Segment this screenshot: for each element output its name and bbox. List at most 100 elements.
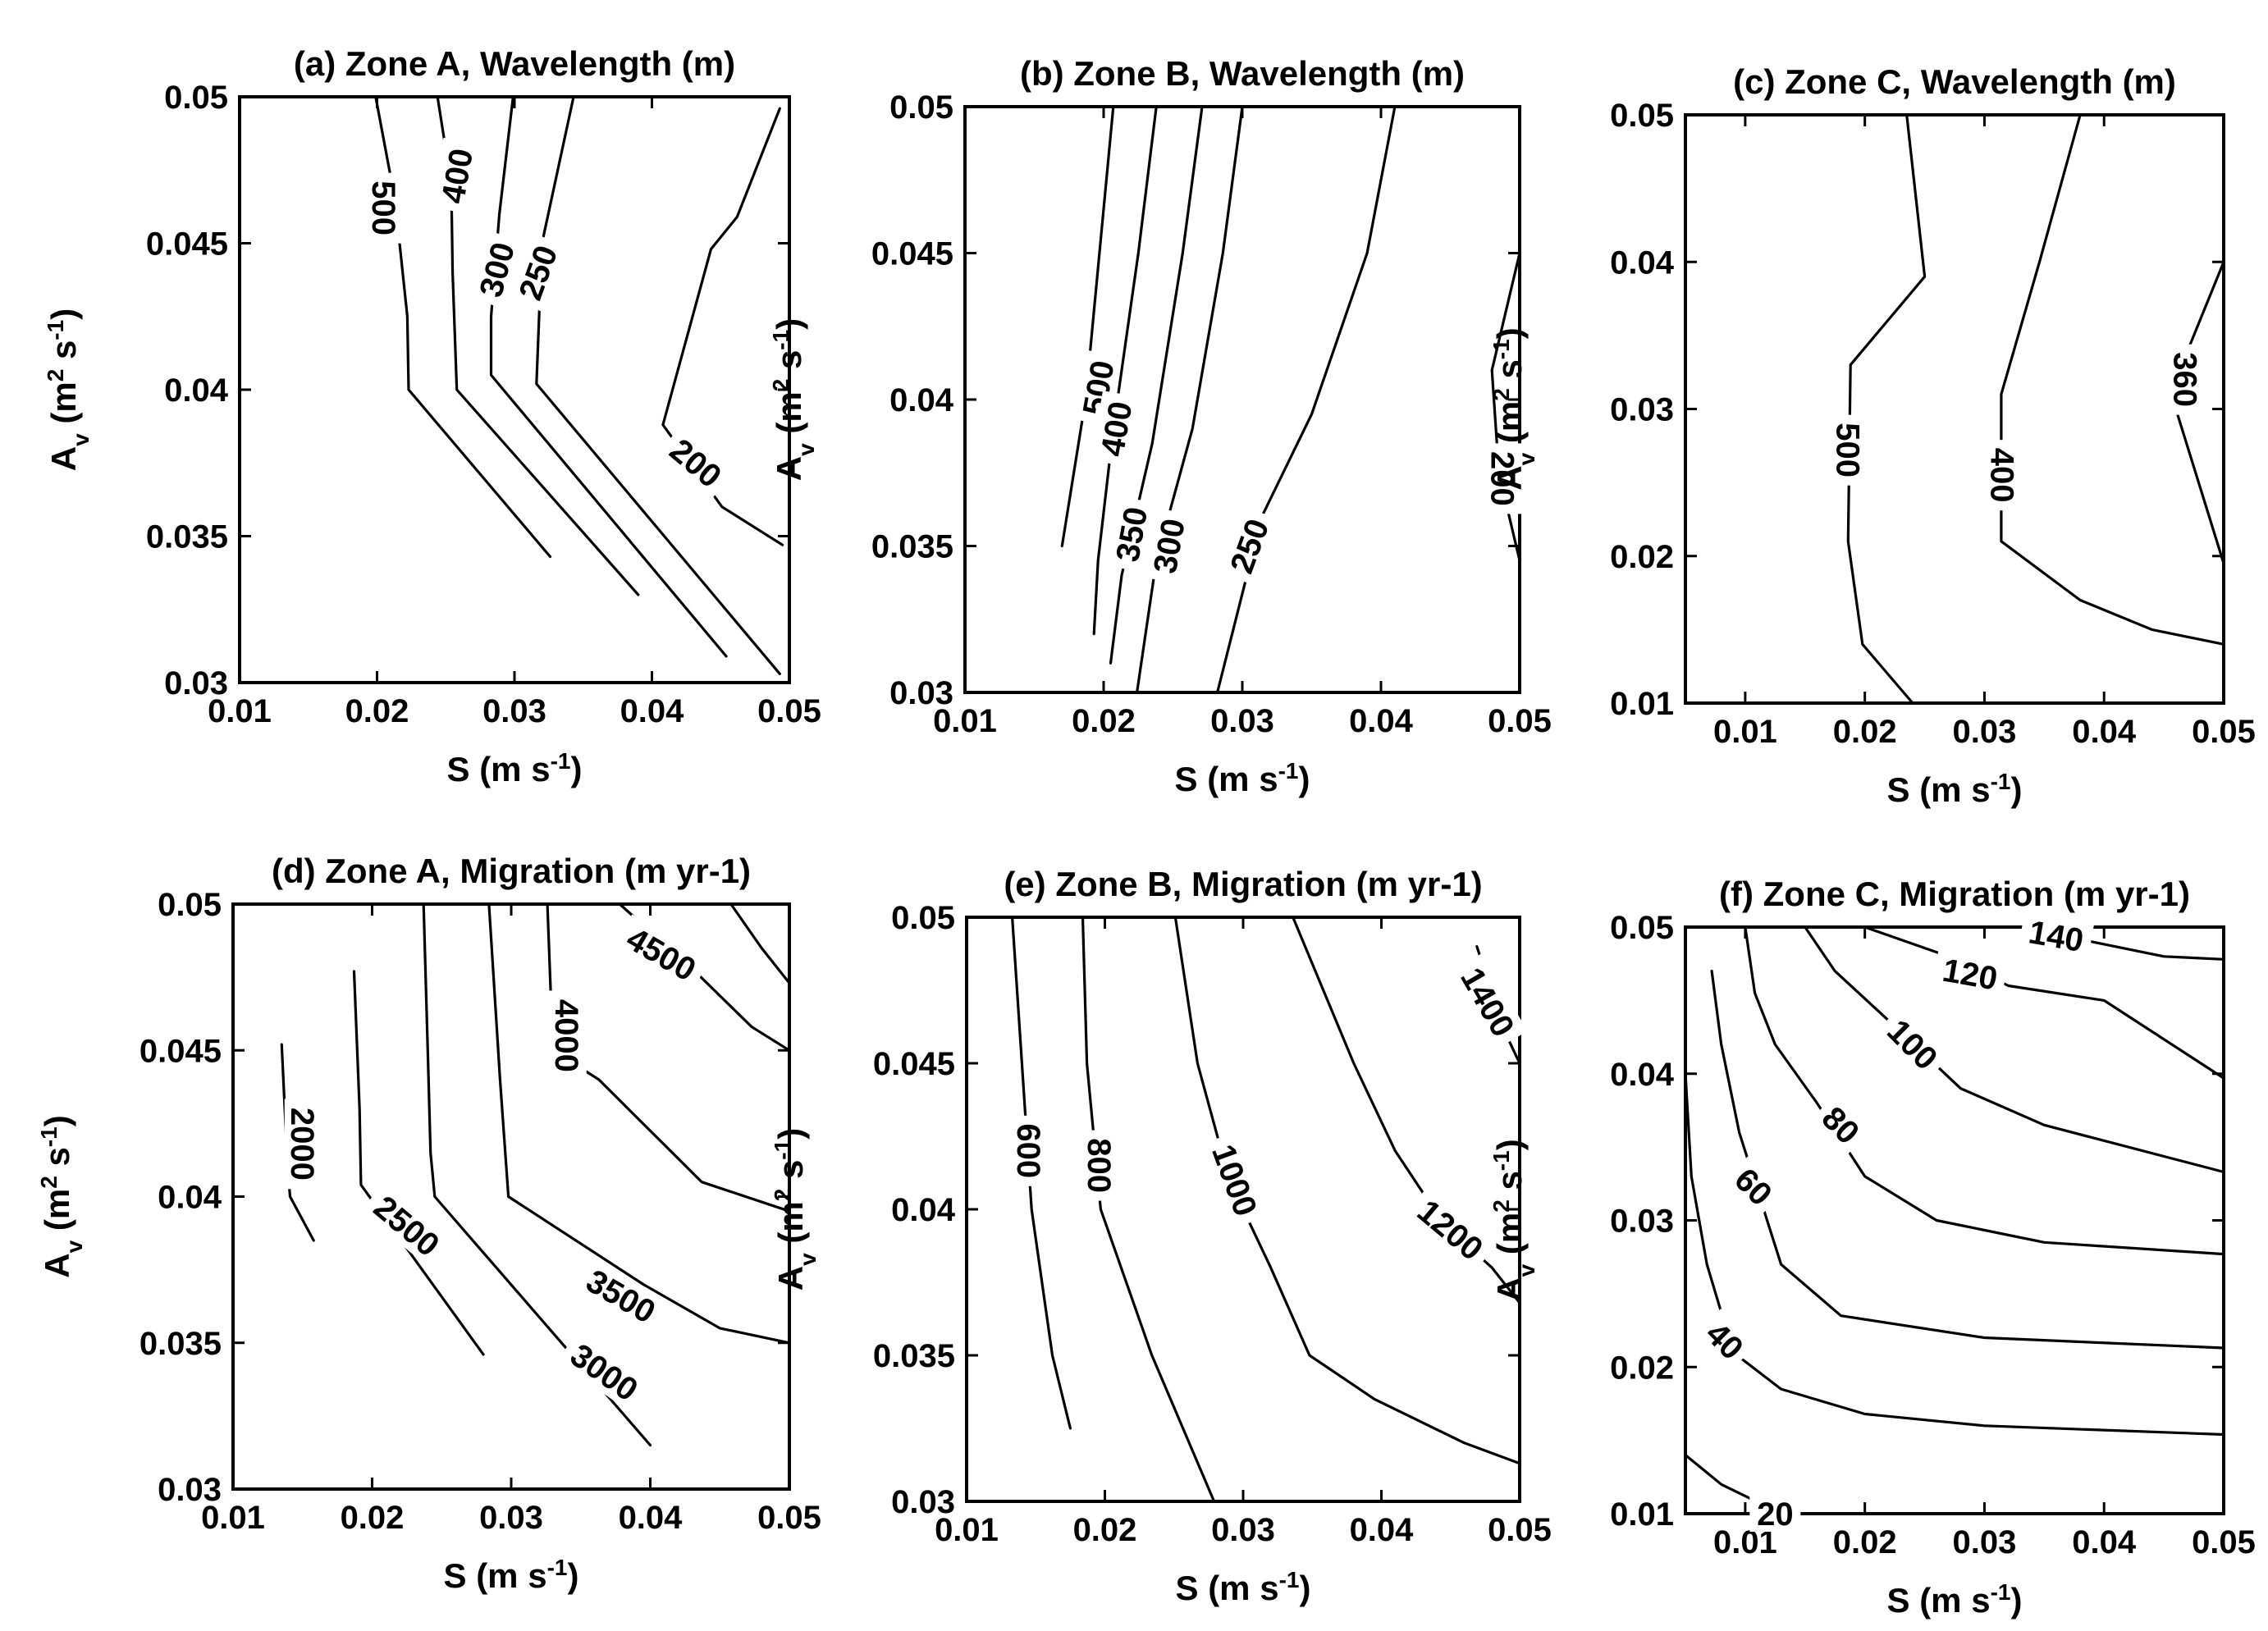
contour-line-1200 (1292, 916, 1521, 1304)
x-tick-label: 0.05 (757, 1500, 821, 1536)
contour-label: 20 (1757, 1496, 1794, 1533)
contour-label-bg (573, 1256, 670, 1335)
y-tick-label: 0.035 (873, 1338, 955, 1374)
y-axis-label: Av (m2 s-1) (1488, 327, 1539, 490)
x-tick-label: 0.01 (201, 1500, 265, 1536)
panel-c: (c) Zone C, Wavelength (m) 0.01 0.02 0.03 0.… (1488, 62, 2256, 809)
y-axis-label: Av (m2 s-1) (36, 1115, 87, 1277)
contour-label: 4000 (548, 999, 584, 1072)
contour-line-60 (1710, 970, 2225, 1350)
y-tick-label: 0.01 (1610, 686, 1674, 722)
y-tick-label: 0.035 (139, 1326, 222, 1362)
y-axis-label: Av (m2 s-1) (43, 308, 94, 471)
x-tick-label: 0.02 (1833, 714, 1897, 750)
y-tick-label: 0.05 (1610, 910, 1674, 946)
x-axis-label: S (m s-1) (444, 1555, 579, 1596)
contour-label-bg (1932, 948, 2009, 998)
plot-frame (963, 105, 1521, 694)
contour-label: 360 (2166, 352, 2202, 407)
y-tick-label: 0.04 (1610, 1057, 1675, 1093)
contour-line-800 (1081, 916, 1216, 1503)
contour-line-300 (489, 95, 728, 658)
y-tick-label: 0.04 (889, 382, 954, 418)
x-tick-label: 0.04 (1350, 1512, 1415, 1548)
panel-b: (b) Zone B, Wavelength (m) 0.01 0.02 0.03 0.… (768, 54, 1552, 798)
contour-line-250 (535, 95, 781, 675)
contour-label-bg (1091, 391, 1141, 467)
y-axis-label: Av (m2 s-1) (1488, 1139, 1539, 1301)
x-tick-label: 0.01 (933, 703, 997, 739)
y-tick-label: 0.05 (891, 900, 955, 936)
contour-line-unlabeled (729, 902, 791, 985)
panel-title: (b) Zone B, Wavelength (m) (1020, 54, 1465, 93)
y-axis-label: Av (m2 s-1) (770, 1128, 821, 1291)
contour-label-bg (1143, 507, 1193, 584)
y-tick-label: 0.03 (889, 675, 953, 711)
panel-d: (d) Zone A, Migration (m yr-1) 0.01 0.02 0.… (36, 852, 821, 1595)
contour-label: 3500 (580, 1263, 661, 1331)
contour-label-bg (1722, 1154, 1786, 1218)
y-tick-label: 0.05 (158, 887, 222, 923)
x-tick-label: 0.03 (1953, 714, 2017, 750)
contour-line-250 (1216, 105, 1397, 694)
contour-label-bg (1404, 1186, 1498, 1273)
y-tick-label: 0.04 (158, 1180, 222, 1216)
contour-line-500 (1846, 113, 1927, 705)
contour-label-bg (1984, 440, 2023, 511)
y-tick-label: 0.045 (871, 236, 953, 272)
y-tick-label: 0.03 (1610, 1204, 1674, 1240)
contour-label: 4500 (620, 921, 702, 989)
x-tick-label: 0.03 (1210, 703, 1274, 739)
y-tick-label: 0.035 (146, 519, 228, 555)
contour-label: 400 (1983, 448, 2019, 503)
panel-title: (d) Zone A, Migration (m yr-1) (272, 852, 751, 890)
panel-a: (a) Zone A, Wavelength (m) 0.01 0.02 0.03 0.… (43, 44, 821, 788)
contour-label-bg (365, 172, 404, 244)
y-tick-label: 0.02 (1610, 1350, 1674, 1386)
x-tick-label: 0.01 (1713, 714, 1777, 750)
x-tick-label: 0.05 (2192, 714, 2256, 750)
x-tick-label: 0.05 (2192, 1524, 2256, 1560)
x-tick-label: 0.03 (482, 693, 546, 729)
contour-label-bg (1810, 1093, 1873, 1156)
contour-label-bg (2018, 910, 2095, 960)
x-axis-label: S (m s-1) (447, 748, 583, 789)
contour-label-bg (1694, 1309, 1757, 1372)
y-tick-label: 0.04 (164, 372, 229, 409)
contour-label-bg (556, 1330, 653, 1413)
contour-label-bg (1105, 496, 1155, 573)
x-tick-label: 0.04 (620, 693, 685, 729)
contour-line-3500 (487, 902, 791, 1345)
y-tick-label: 0.03 (164, 665, 228, 701)
contour-label-bg (1010, 1115, 1049, 1186)
panel-title: (c) Zone C, Wavelength (m) (1733, 62, 2176, 101)
contour-label-bg (1202, 1131, 1269, 1229)
plot-frame (231, 902, 791, 1491)
x-tick-label: 0.03 (479, 1500, 543, 1536)
y-axis-label: Av (m2 s-1) (768, 318, 819, 481)
y-tick-label: 0.045 (873, 1046, 955, 1082)
contour-label-bg (657, 425, 736, 500)
x-tick-label: 0.02 (1833, 1524, 1897, 1560)
y-tick-label: 0.04 (891, 1192, 956, 1228)
y-tick-label: 0.045 (139, 1033, 222, 1069)
y-tick-label: 0.05 (164, 80, 228, 116)
x-tick-label: 0.02 (1072, 703, 1136, 739)
y-tick-label: 0.03 (158, 1472, 222, 1508)
contour-line-300 (1136, 105, 1244, 694)
contour-label: 200 (1484, 451, 1520, 506)
x-tick-label: 0.01 (208, 693, 272, 729)
y-tick-label: 0.04 (1610, 244, 1675, 281)
panel-title: (a) Zone A, Wavelength (m) (294, 44, 735, 83)
contour-label: 250 (1223, 514, 1276, 578)
contour-label-bg (507, 232, 567, 313)
x-tick-label: 0.03 (1953, 1524, 2017, 1560)
y-tick-label: 0.05 (889, 89, 953, 126)
contour-line-20 (1684, 1453, 1753, 1501)
x-tick-label: 0.05 (757, 693, 821, 729)
y-tick-label: 0.02 (1610, 539, 1674, 575)
y-tick-label: 0.045 (146, 226, 228, 263)
contour-label-bg (1449, 953, 1528, 1050)
contour-line-400 (2000, 113, 2225, 646)
